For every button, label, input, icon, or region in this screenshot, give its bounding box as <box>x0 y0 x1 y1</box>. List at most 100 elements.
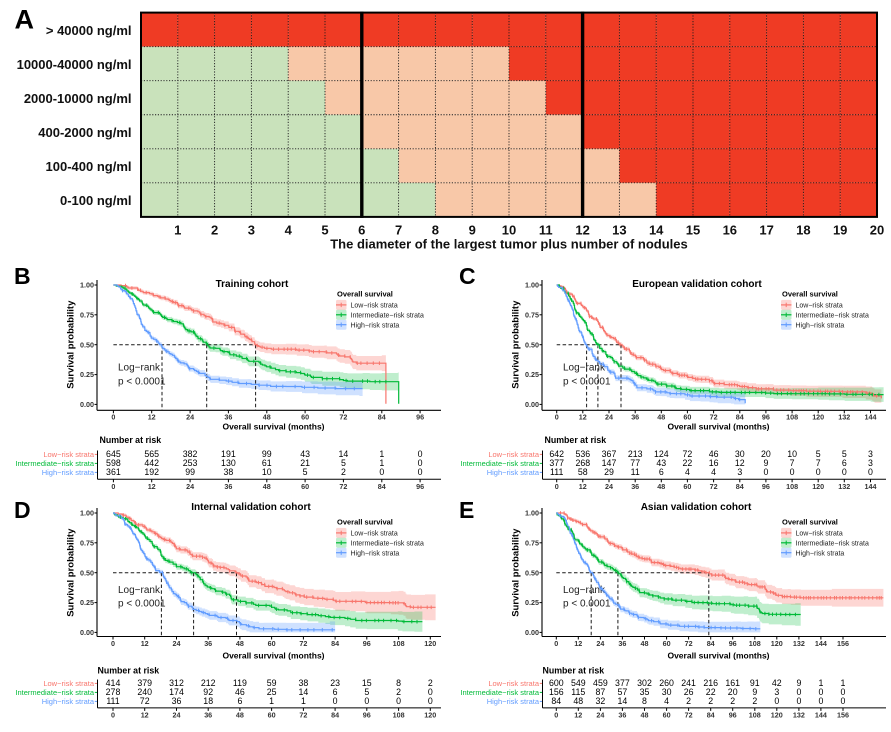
svg-text:60: 60 <box>301 413 309 422</box>
svg-text:Survival probability: Survival probability <box>66 528 77 617</box>
svg-text:24: 24 <box>173 711 181 720</box>
svg-text:8: 8 <box>642 696 647 706</box>
svg-text:Training cohort: Training cohort <box>216 279 289 290</box>
svg-text:4: 4 <box>711 467 716 477</box>
svg-text:36: 36 <box>631 413 639 422</box>
svg-text:30: 30 <box>662 687 672 697</box>
svg-text:367: 367 <box>602 449 617 459</box>
svg-text:12: 12 <box>579 413 587 422</box>
svg-text:48: 48 <box>573 696 583 706</box>
svg-text:60: 60 <box>268 711 276 720</box>
svg-text:Overall survival (months): Overall survival (months) <box>667 651 769 661</box>
svg-text:241: 241 <box>681 678 696 688</box>
svg-text:0.75: 0.75 <box>525 310 539 319</box>
svg-text:0: 0 <box>418 467 423 477</box>
svg-text:7: 7 <box>790 458 795 468</box>
svg-text:Overall survival (months): Overall survival (months) <box>222 651 324 661</box>
svg-text:6: 6 <box>659 467 664 477</box>
svg-text:8: 8 <box>432 223 439 238</box>
svg-text:84: 84 <box>331 711 339 720</box>
svg-text:0: 0 <box>396 696 401 706</box>
svg-text:21: 21 <box>300 458 310 468</box>
svg-text:2: 2 <box>211 223 218 238</box>
svg-text:Log−rank: Log−rank <box>563 363 606 374</box>
svg-text:Intermediate−risk strata: Intermediate−risk strata <box>351 540 424 547</box>
svg-text:17: 17 <box>759 223 773 238</box>
svg-text:59: 59 <box>267 678 277 688</box>
svg-text:6: 6 <box>842 458 847 468</box>
svg-text:10: 10 <box>787 449 797 459</box>
svg-text:0.50: 0.50 <box>80 568 94 577</box>
svg-text:11: 11 <box>539 223 553 238</box>
svg-text:442: 442 <box>144 458 159 468</box>
svg-text:84: 84 <box>378 482 386 491</box>
svg-text:7: 7 <box>816 458 821 468</box>
svg-text:Overall survival: Overall survival <box>782 517 838 526</box>
svg-text:87: 87 <box>596 687 606 697</box>
svg-text:A: A <box>15 5 35 35</box>
svg-text:16: 16 <box>709 458 719 468</box>
svg-text:124: 124 <box>654 449 669 459</box>
svg-text:400-2000 ng/ml: 400-2000 ng/ml <box>38 125 131 140</box>
svg-text:3: 3 <box>248 223 255 238</box>
svg-text:14: 14 <box>299 687 309 697</box>
svg-text:60: 60 <box>301 482 309 491</box>
svg-text:12: 12 <box>574 711 582 720</box>
svg-text:72: 72 <box>685 639 693 648</box>
svg-text:642: 642 <box>549 449 564 459</box>
svg-text:565: 565 <box>144 449 159 459</box>
svg-text:3: 3 <box>737 467 742 477</box>
svg-text:26: 26 <box>684 687 694 697</box>
svg-text:Overall survival (months): Overall survival (months) <box>222 421 324 431</box>
svg-text:0: 0 <box>555 482 559 491</box>
svg-text:111: 111 <box>550 467 563 477</box>
svg-text:84: 84 <box>736 482 744 491</box>
svg-text:144: 144 <box>815 711 827 720</box>
svg-text:96: 96 <box>729 639 737 648</box>
svg-text:0: 0 <box>111 711 115 720</box>
svg-text:C: C <box>459 263 476 289</box>
svg-text:36: 36 <box>224 482 232 491</box>
svg-text:0.00: 0.00 <box>80 400 94 409</box>
svg-text:6: 6 <box>237 696 242 706</box>
svg-text:0.50: 0.50 <box>525 340 539 349</box>
svg-text:120: 120 <box>771 639 783 648</box>
svg-text:5: 5 <box>842 449 847 459</box>
svg-text:Intermediate−risk strata: Intermediate−risk strata <box>460 459 539 468</box>
svg-text:48: 48 <box>236 639 244 648</box>
svg-text:Log−rank: Log−rank <box>118 363 161 374</box>
svg-text:38: 38 <box>224 467 234 477</box>
svg-text:549: 549 <box>571 678 586 688</box>
svg-text:24: 24 <box>605 413 613 422</box>
svg-text:48: 48 <box>263 482 271 491</box>
svg-text:12: 12 <box>735 458 745 468</box>
svg-text:2: 2 <box>752 696 757 706</box>
svg-text:111: 111 <box>106 696 119 706</box>
svg-text:1: 1 <box>818 678 823 688</box>
svg-text:46: 46 <box>709 449 719 459</box>
svg-text:312: 312 <box>169 678 184 688</box>
svg-text:278: 278 <box>106 687 121 697</box>
svg-text:15: 15 <box>686 223 700 238</box>
svg-text:0.75: 0.75 <box>525 538 539 547</box>
svg-text:0.25: 0.25 <box>525 370 539 379</box>
svg-text:598: 598 <box>106 458 121 468</box>
svg-text:Log−rank: Log−rank <box>563 585 606 596</box>
svg-text:0: 0 <box>763 467 768 477</box>
svg-text:72: 72 <box>339 413 347 422</box>
svg-text:36: 36 <box>204 711 212 720</box>
svg-text:48: 48 <box>263 413 271 422</box>
svg-text:132: 132 <box>793 639 805 648</box>
svg-text:Intermediate−risk strata: Intermediate−risk strata <box>460 688 539 697</box>
svg-text:15: 15 <box>362 678 372 688</box>
svg-text:92: 92 <box>203 687 213 697</box>
svg-text:5: 5 <box>364 687 369 697</box>
svg-text:213: 213 <box>628 449 643 459</box>
svg-text:48: 48 <box>641 711 649 720</box>
svg-text:The diameter of the largest tu: The diameter of the largest tumor plus n… <box>330 237 688 252</box>
svg-text:24: 24 <box>173 639 181 648</box>
svg-text:156: 156 <box>549 687 564 697</box>
svg-text:0.75: 0.75 <box>80 538 94 547</box>
svg-text:9: 9 <box>752 687 757 697</box>
svg-text:Number at risk: Number at risk <box>545 435 607 445</box>
